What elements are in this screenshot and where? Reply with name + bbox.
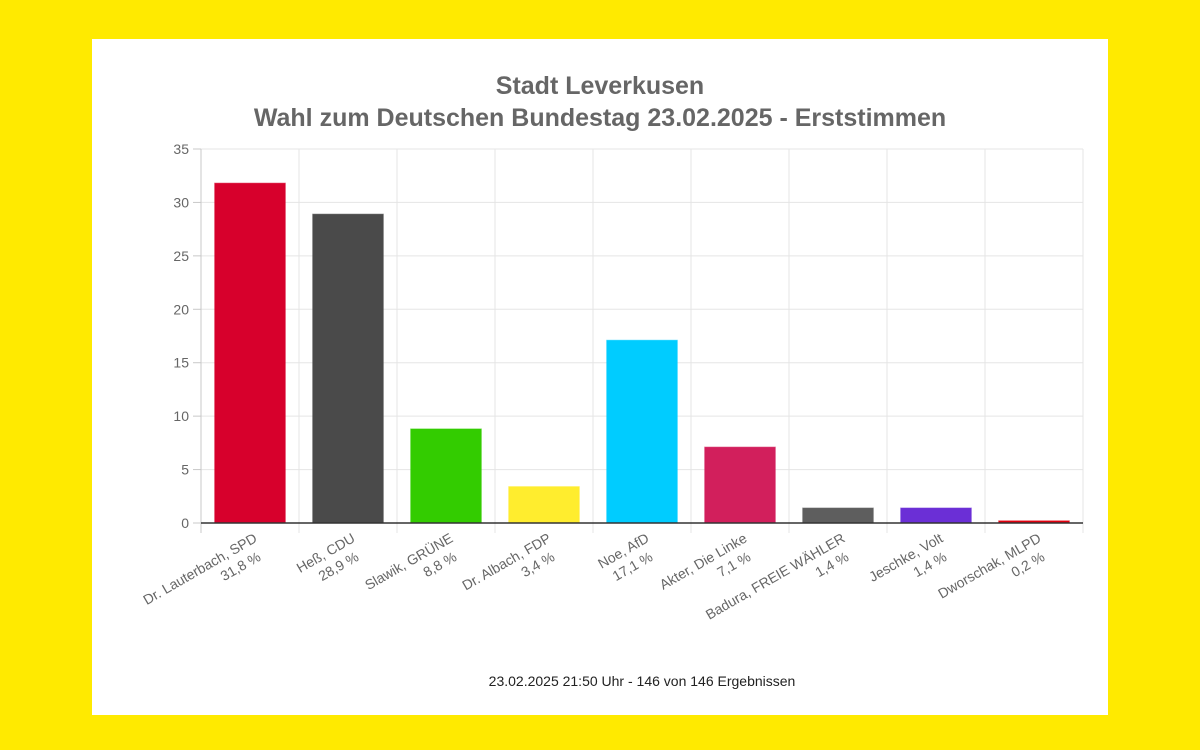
bar: [410, 428, 482, 524]
bar: [214, 182, 286, 524]
y-axis-ticks: 0 5 10 15 20 25 30 35: [173, 141, 201, 531]
results-footer: 23.02.2025 21:50 Uhr - 146 von 146 Ergeb…: [489, 673, 796, 689]
bar: [312, 213, 384, 524]
bar: [802, 507, 874, 524]
chart-panel: Stadt Leverkusen Wahl zum Deutschen Bund…: [92, 39, 1108, 715]
y-tick-label: 5: [181, 462, 189, 478]
bar: [508, 486, 580, 524]
y-tick-label: 15: [173, 355, 189, 371]
y-tick-label: 35: [173, 141, 189, 157]
chart-title-line-1: Stadt Leverkusen: [496, 72, 704, 100]
bars: [214, 182, 1070, 524]
bar: [900, 507, 972, 524]
y-tick-label: 25: [173, 248, 189, 264]
y-tick-label: 30: [173, 194, 189, 210]
bar: [704, 446, 776, 524]
bar-chart: Stadt Leverkusen Wahl zum Deutschen Bund…: [140, 72, 1084, 689]
chart-title-line-2: Wahl zum Deutschen Bundestag 23.02.2025 …: [254, 104, 946, 132]
y-tick-label: 20: [173, 301, 189, 317]
y-tick-label: 0: [181, 515, 189, 531]
bar: [606, 339, 678, 524]
y-tick-label: 10: [173, 408, 189, 424]
